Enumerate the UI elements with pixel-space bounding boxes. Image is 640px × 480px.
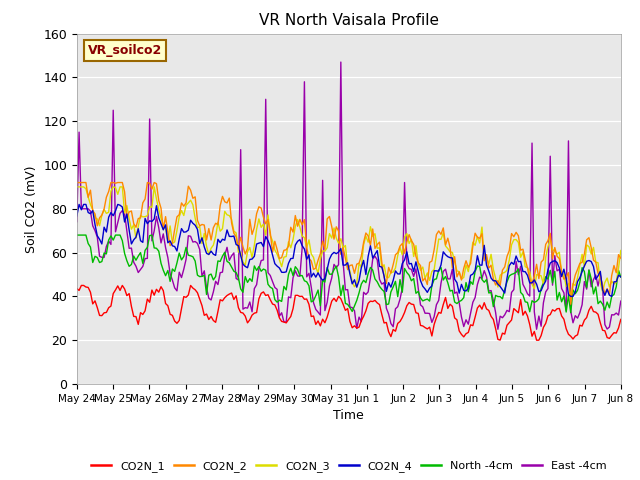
East -4cm xyxy=(337,59,345,65)
CO2N_3 xyxy=(567,295,575,300)
CO2N_3 xyxy=(257,225,265,230)
CO2N_1 xyxy=(435,310,442,315)
East -4cm xyxy=(159,231,167,237)
Line: North -4cm: North -4cm xyxy=(77,235,621,312)
CO2N_1 xyxy=(98,313,106,319)
East -4cm xyxy=(435,298,442,303)
Line: East -4cm: East -4cm xyxy=(77,62,621,329)
CO2N_1 xyxy=(532,337,540,343)
CO2N_2 xyxy=(96,215,104,221)
CO2N_3 xyxy=(73,184,81,190)
CO2N_3 xyxy=(96,223,104,228)
CO2N_1 xyxy=(111,287,119,293)
North -4cm xyxy=(580,269,588,275)
CO2N_3 xyxy=(433,251,440,257)
North -4cm xyxy=(433,276,440,282)
East -4cm xyxy=(583,286,591,292)
CO2N_2 xyxy=(159,227,167,232)
East -4cm xyxy=(73,219,81,225)
CO2N_1 xyxy=(73,286,81,291)
CO2N_3 xyxy=(580,264,588,270)
Legend: CO2N_1, CO2N_2, CO2N_3, CO2N_4, North -4cm, East -4cm: CO2N_1, CO2N_2, CO2N_3, CO2N_4, North -4… xyxy=(87,457,611,477)
CO2N_1 xyxy=(583,315,591,321)
North -4cm xyxy=(96,260,104,265)
Line: CO2N_4: CO2N_4 xyxy=(77,204,621,296)
North -4cm xyxy=(159,267,167,273)
CO2N_2 xyxy=(567,301,575,307)
CO2N_4 xyxy=(435,268,442,274)
CO2N_4 xyxy=(73,213,81,219)
CO2N_3 xyxy=(617,248,625,253)
CO2N_2 xyxy=(73,180,81,185)
North -4cm xyxy=(73,232,81,238)
North -4cm xyxy=(617,274,625,280)
CO2N_4 xyxy=(260,244,268,250)
CO2N_1 xyxy=(260,289,268,295)
CO2N_3 xyxy=(159,222,167,228)
East -4cm xyxy=(494,326,502,332)
East -4cm xyxy=(617,298,625,304)
CO2N_1 xyxy=(617,316,625,322)
Title: VR North Vaisala Profile: VR North Vaisala Profile xyxy=(259,13,439,28)
CO2N_2 xyxy=(617,255,625,261)
North -4cm xyxy=(567,310,575,315)
Y-axis label: Soil CO2 (mV): Soil CO2 (mV) xyxy=(25,165,38,252)
CO2N_1 xyxy=(162,300,170,306)
CO2N_3 xyxy=(109,184,117,190)
CO2N_4 xyxy=(98,241,106,247)
CO2N_4 xyxy=(162,222,170,228)
East -4cm xyxy=(96,253,104,259)
East -4cm xyxy=(109,108,117,113)
North -4cm xyxy=(109,237,117,243)
X-axis label: Time: Time xyxy=(333,409,364,422)
CO2N_4 xyxy=(617,274,625,280)
East -4cm xyxy=(257,258,265,264)
Line: CO2N_3: CO2N_3 xyxy=(77,187,621,298)
Text: VR_soilco2: VR_soilco2 xyxy=(88,44,162,57)
CO2N_4 xyxy=(111,208,119,214)
CO2N_4 xyxy=(76,202,83,207)
Line: CO2N_2: CO2N_2 xyxy=(77,182,621,304)
CO2N_2 xyxy=(580,251,588,257)
CO2N_4 xyxy=(567,293,575,300)
CO2N_2 xyxy=(433,232,440,238)
CO2N_2 xyxy=(257,205,265,211)
Line: CO2N_1: CO2N_1 xyxy=(77,286,621,340)
CO2N_2 xyxy=(109,180,117,185)
CO2N_4 xyxy=(583,258,591,264)
North -4cm xyxy=(257,268,265,274)
CO2N_1 xyxy=(77,283,85,288)
